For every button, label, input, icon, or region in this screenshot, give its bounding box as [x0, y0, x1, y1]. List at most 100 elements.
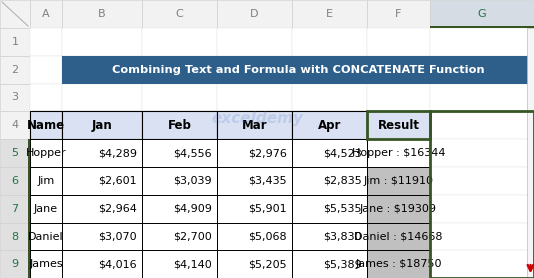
Bar — [430, 111, 534, 139]
Text: $5,535: $5,535 — [324, 204, 362, 214]
Text: Jan: Jan — [92, 119, 112, 132]
Bar — [217, 223, 292, 250]
Bar — [30, 250, 62, 278]
Bar — [30, 56, 62, 84]
Bar — [62, 56, 534, 84]
Text: $3,070: $3,070 — [98, 232, 137, 242]
Text: $4,523: $4,523 — [323, 148, 362, 158]
Bar — [292, 28, 367, 56]
Bar — [527, 28, 534, 278]
Text: A: A — [42, 9, 50, 19]
Bar — [367, 167, 430, 195]
Bar — [30, 84, 62, 111]
Bar — [292, 139, 367, 167]
Bar — [142, 84, 217, 111]
Text: Jim: Jim — [37, 176, 54, 186]
Bar — [292, 223, 367, 250]
Bar — [142, 111, 217, 139]
Bar — [367, 167, 430, 195]
Text: Feb: Feb — [168, 119, 191, 132]
Text: $2,976: $2,976 — [248, 148, 287, 158]
Bar — [430, 250, 534, 278]
Text: 3: 3 — [12, 93, 19, 103]
Bar — [292, 167, 367, 195]
Bar — [30, 28, 62, 56]
Text: 4: 4 — [11, 120, 19, 130]
Bar — [142, 139, 217, 167]
Bar — [28, 167, 30, 195]
Bar — [142, 195, 217, 223]
Text: $5,205: $5,205 — [248, 259, 287, 269]
Bar — [292, 111, 367, 139]
Bar — [28, 139, 30, 167]
Text: $4,289: $4,289 — [98, 148, 137, 158]
Bar — [292, 167, 367, 195]
Text: $5,389: $5,389 — [323, 259, 362, 269]
Bar — [292, 250, 367, 278]
Bar — [30, 0, 62, 28]
Text: $5,068: $5,068 — [248, 232, 287, 242]
Bar — [0, 223, 30, 250]
Bar — [62, 167, 142, 195]
Bar — [30, 167, 62, 195]
Bar — [142, 250, 217, 278]
Bar — [217, 84, 292, 111]
Bar — [142, 250, 217, 278]
Bar — [30, 195, 62, 223]
Text: Daniel: Daniel — [28, 232, 64, 242]
Bar — [0, 0, 30, 28]
Bar — [217, 167, 292, 195]
Bar — [367, 111, 430, 139]
Bar — [217, 111, 292, 139]
Bar — [430, 195, 534, 223]
Bar — [292, 250, 367, 278]
Bar — [292, 84, 367, 111]
Bar — [62, 139, 142, 167]
Bar — [367, 139, 430, 167]
Bar — [217, 56, 292, 84]
Bar — [62, 195, 142, 223]
Bar — [142, 111, 217, 139]
Text: Hopper : $16344: Hopper : $16344 — [352, 148, 445, 158]
Bar — [62, 167, 142, 195]
Bar — [0, 139, 30, 167]
Bar — [367, 56, 430, 84]
Text: E: E — [326, 9, 333, 19]
Bar — [367, 111, 430, 139]
Bar — [217, 28, 292, 56]
Bar — [367, 139, 430, 167]
Bar — [292, 0, 367, 28]
Bar — [292, 195, 367, 223]
Bar — [0, 195, 30, 223]
Bar — [430, 111, 534, 278]
Text: D: D — [250, 9, 259, 19]
Bar — [0, 28, 30, 56]
Text: $4,140: $4,140 — [173, 259, 212, 269]
Bar — [430, 139, 534, 167]
Text: 8: 8 — [11, 232, 19, 242]
Text: $2,601: $2,601 — [98, 176, 137, 186]
Text: $2,835: $2,835 — [323, 176, 362, 186]
Bar — [430, 26, 534, 28]
Bar — [0, 250, 30, 278]
Bar — [62, 139, 142, 167]
Bar — [62, 195, 142, 223]
Bar — [217, 139, 292, 167]
Text: Mar: Mar — [242, 119, 268, 132]
Bar — [217, 0, 292, 28]
Bar — [367, 223, 430, 250]
Text: $2,700: $2,700 — [173, 232, 212, 242]
Bar — [62, 56, 142, 84]
Bar — [367, 28, 430, 56]
Bar — [367, 195, 430, 223]
Bar — [217, 111, 292, 139]
Bar — [142, 167, 217, 195]
Bar — [62, 84, 142, 111]
Text: 6: 6 — [12, 176, 19, 186]
Bar — [430, 28, 534, 56]
Bar — [30, 139, 62, 167]
Text: $4,909: $4,909 — [173, 204, 212, 214]
Bar — [30, 223, 62, 250]
Text: B: B — [98, 9, 106, 19]
Bar — [28, 250, 30, 278]
